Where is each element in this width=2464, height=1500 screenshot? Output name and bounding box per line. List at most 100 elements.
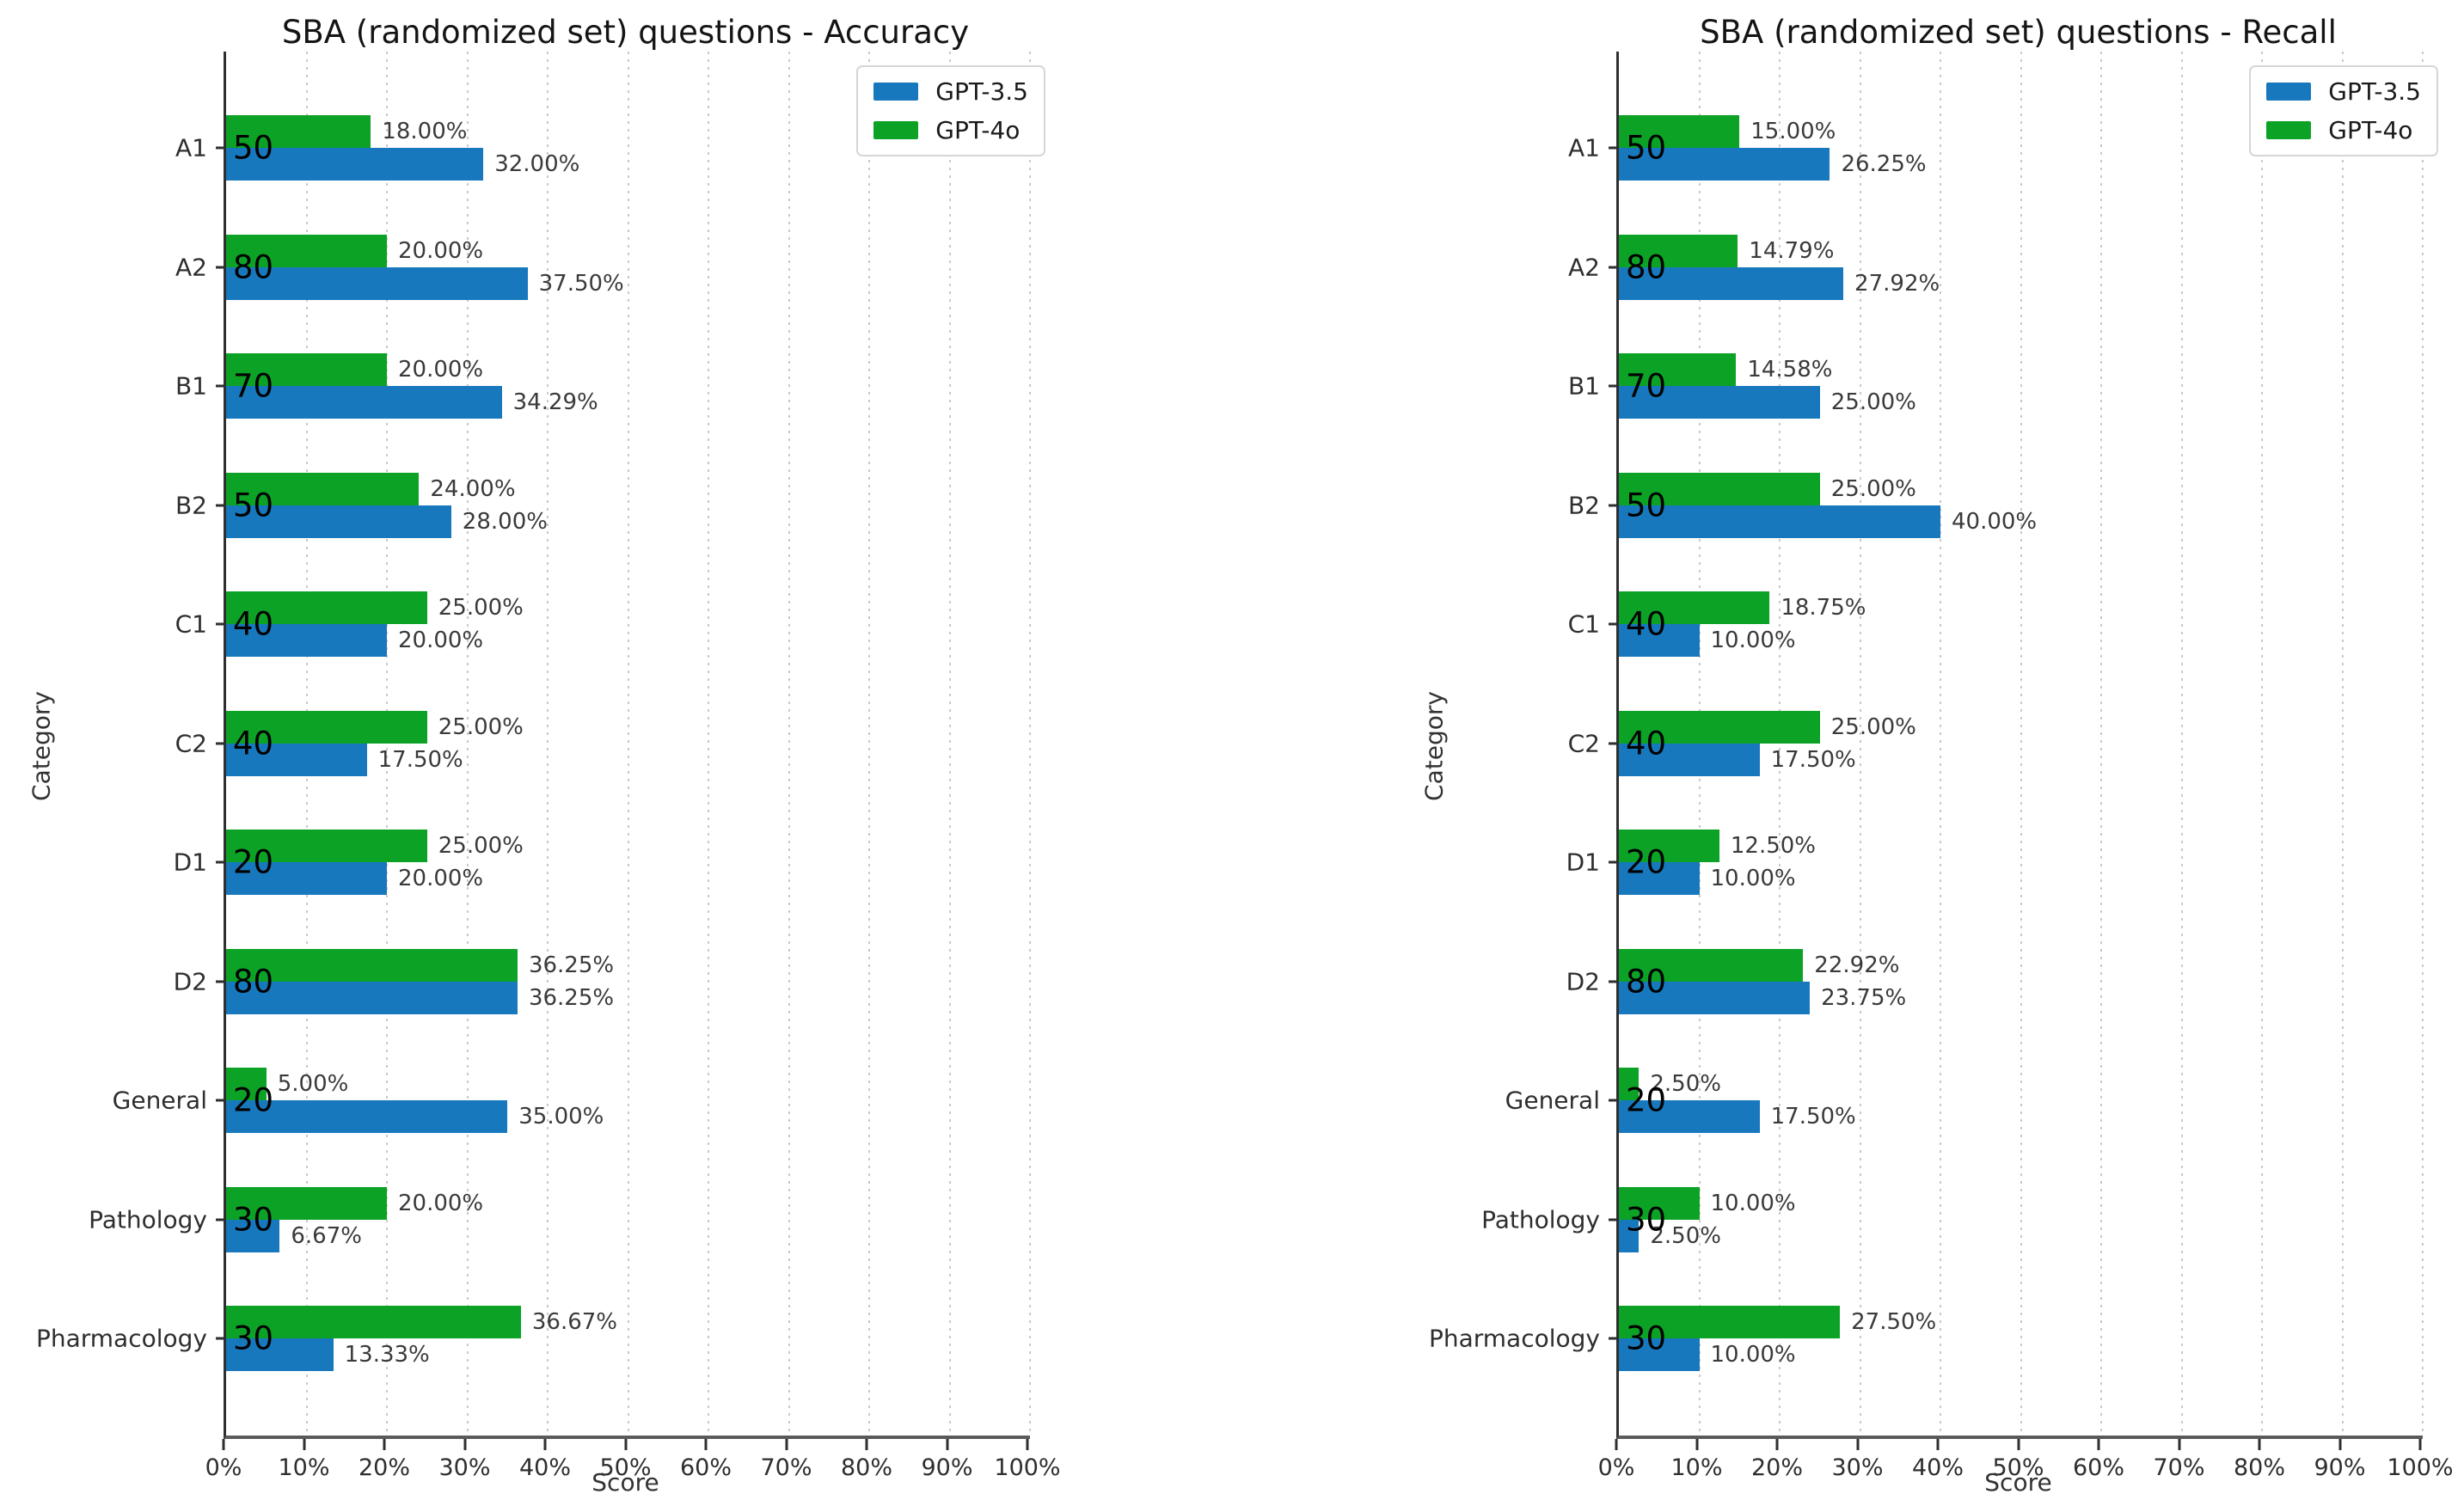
y-axis-label: Category	[27, 691, 56, 801]
bar-value-label: 25.00%	[438, 713, 524, 740]
x-tick-mark	[785, 1439, 788, 1450]
x-tick-mark	[2097, 1439, 2100, 1450]
bar-value-label: 2.50%	[1650, 1071, 1721, 1097]
x-tick-mark	[2017, 1439, 2020, 1450]
bar-GPT-3.5	[226, 1219, 280, 1252]
gridline	[2020, 52, 2022, 1436]
legend-item-gpt35: GPT-3.5	[2266, 77, 2421, 106]
bar-value-label: 25.00%	[438, 595, 524, 621]
bar-GPT-3.5	[226, 624, 387, 657]
y-tick-label: General	[112, 1086, 207, 1115]
gridline	[386, 52, 388, 1436]
y-tick-mark	[1609, 860, 1619, 864]
x-tick-mark	[1775, 1439, 1779, 1450]
bar-count-label: 80	[1626, 963, 1667, 1000]
bar-count-label: 30	[233, 1201, 274, 1238]
bar-value-label: 17.50%	[377, 746, 463, 773]
chart-title: SBA (randomized set) questions - Recall	[1700, 14, 2337, 51]
bar-GPT-3.5	[1619, 148, 1830, 181]
y-tick-mark	[1609, 742, 1619, 744]
gridline	[1029, 52, 1031, 1436]
bar-count-label: 40	[233, 725, 274, 762]
bar-value-label: 24.00%	[430, 475, 516, 502]
legend-label: GPT-3.5	[935, 77, 1028, 106]
gpt4o-swatch-icon	[2266, 121, 2312, 139]
bar-count-label: 80	[233, 963, 274, 1000]
y-tick-mark	[1609, 980, 1619, 983]
x-tick-label: 90%	[921, 1454, 973, 1481]
bar-count-label: 40	[233, 605, 274, 643]
bar-GPT-4o	[1619, 710, 1820, 744]
bar-value-label: 20.00%	[398, 237, 484, 264]
bar-count-label: 20	[1626, 843, 1667, 881]
gridline	[868, 52, 870, 1436]
legend-item-gpt35: GPT-3.5	[873, 77, 1028, 106]
bar-value-label: 34.29%	[512, 389, 598, 415]
bar-value-label: 40.00%	[1952, 508, 2038, 535]
x-axis-0: 0% 10% 20% 30% 40% 50% 60% 70% 80% 90% 100%	[205, 1439, 1061, 1496]
y-tick-mark	[1609, 504, 1619, 506]
y-tick-label: A2	[175, 253, 207, 281]
gridline	[627, 52, 629, 1436]
bar-GPT-4o	[226, 234, 387, 267]
y-tick-label: C1	[175, 609, 207, 639]
bar-value-label: 2.50%	[1650, 1222, 1721, 1249]
bar-count-label: 50	[233, 129, 274, 167]
bar-GPT-3.5	[226, 981, 518, 1014]
bar-GPT-3.5	[226, 386, 502, 419]
x-tick-label: 30%	[1831, 1454, 1884, 1481]
gridline	[2261, 52, 2263, 1436]
legend: GPT-3.5 GPT-4o	[856, 65, 1045, 156]
y-tick-mark	[1609, 1337, 1619, 1340]
bar-value-label: 25.00%	[1830, 713, 1916, 740]
y-tick-mark	[216, 742, 226, 744]
x-tick-label: 60%	[679, 1454, 732, 1481]
gridline	[547, 52, 549, 1436]
bar-value-label: 22.92%	[1814, 952, 1900, 978]
bar-count-label: 50	[1626, 129, 1667, 167]
bar-GPT-3.5	[1619, 624, 1700, 657]
gridline	[466, 52, 469, 1436]
bar-value-label: 10.00%	[1710, 866, 1796, 891]
y-tick-label: C2	[175, 729, 207, 757]
y-tick-mark	[1609, 384, 1619, 388]
bar-count-label: 70	[1626, 367, 1667, 405]
bar-GPT-4o	[226, 353, 387, 386]
bar-GPT-3.5	[1619, 1100, 1760, 1133]
bar-GPT-4o	[226, 1306, 521, 1338]
x-tick-label: 20%	[1750, 1454, 1804, 1481]
plot-0: GPT-3.5 GPT-4o A1 18.00% 32.00% 50 A2 20.00% 3…	[36, 52, 1045, 1439]
bar-GPT-3.5	[226, 862, 387, 895]
bar-count-label: 80	[233, 248, 274, 285]
x-tick-label: 10%	[278, 1454, 330, 1481]
bar-GPT-3.5	[226, 148, 484, 181]
bar-GPT-3.5	[226, 743, 367, 776]
bar-GPT-4o	[1619, 353, 1737, 386]
y-tick-label: B2	[175, 491, 207, 519]
gridline	[2100, 52, 2102, 1436]
bar-GPT-4o	[226, 948, 518, 982]
bar-GPT-3.5	[226, 1338, 334, 1371]
bar-count-label: 50	[233, 487, 274, 523]
bar-value-label: 28.00%	[462, 508, 548, 535]
y-tick-label: Pathology	[89, 1205, 207, 1234]
bar-GPT-3.5	[1619, 862, 1700, 895]
y-tick-mark	[216, 384, 226, 388]
bar-count-label: 70	[233, 367, 274, 405]
chart-title: SBA (randomized set) questions - Accurac…	[281, 14, 970, 51]
legend-item-gpt4o: GPT-4o	[873, 116, 1028, 144]
x-tick-mark	[1615, 1439, 1618, 1450]
x-tick-label: 50%	[1992, 1454, 2044, 1481]
x-tick-label: 100%	[2387, 1454, 2454, 1481]
bar-GPT-4o	[226, 472, 420, 505]
y-tick-mark	[1609, 146, 1619, 150]
gridline	[788, 52, 790, 1436]
x-tick-mark	[463, 1439, 466, 1450]
x-tick-mark	[946, 1439, 948, 1450]
bar-GPT-3.5	[226, 1100, 508, 1133]
x-tick-mark	[865, 1439, 868, 1450]
x-tick-mark	[543, 1439, 547, 1450]
y-tick-label: B1	[175, 371, 207, 401]
bar-GPT-4o	[1619, 472, 1820, 505]
